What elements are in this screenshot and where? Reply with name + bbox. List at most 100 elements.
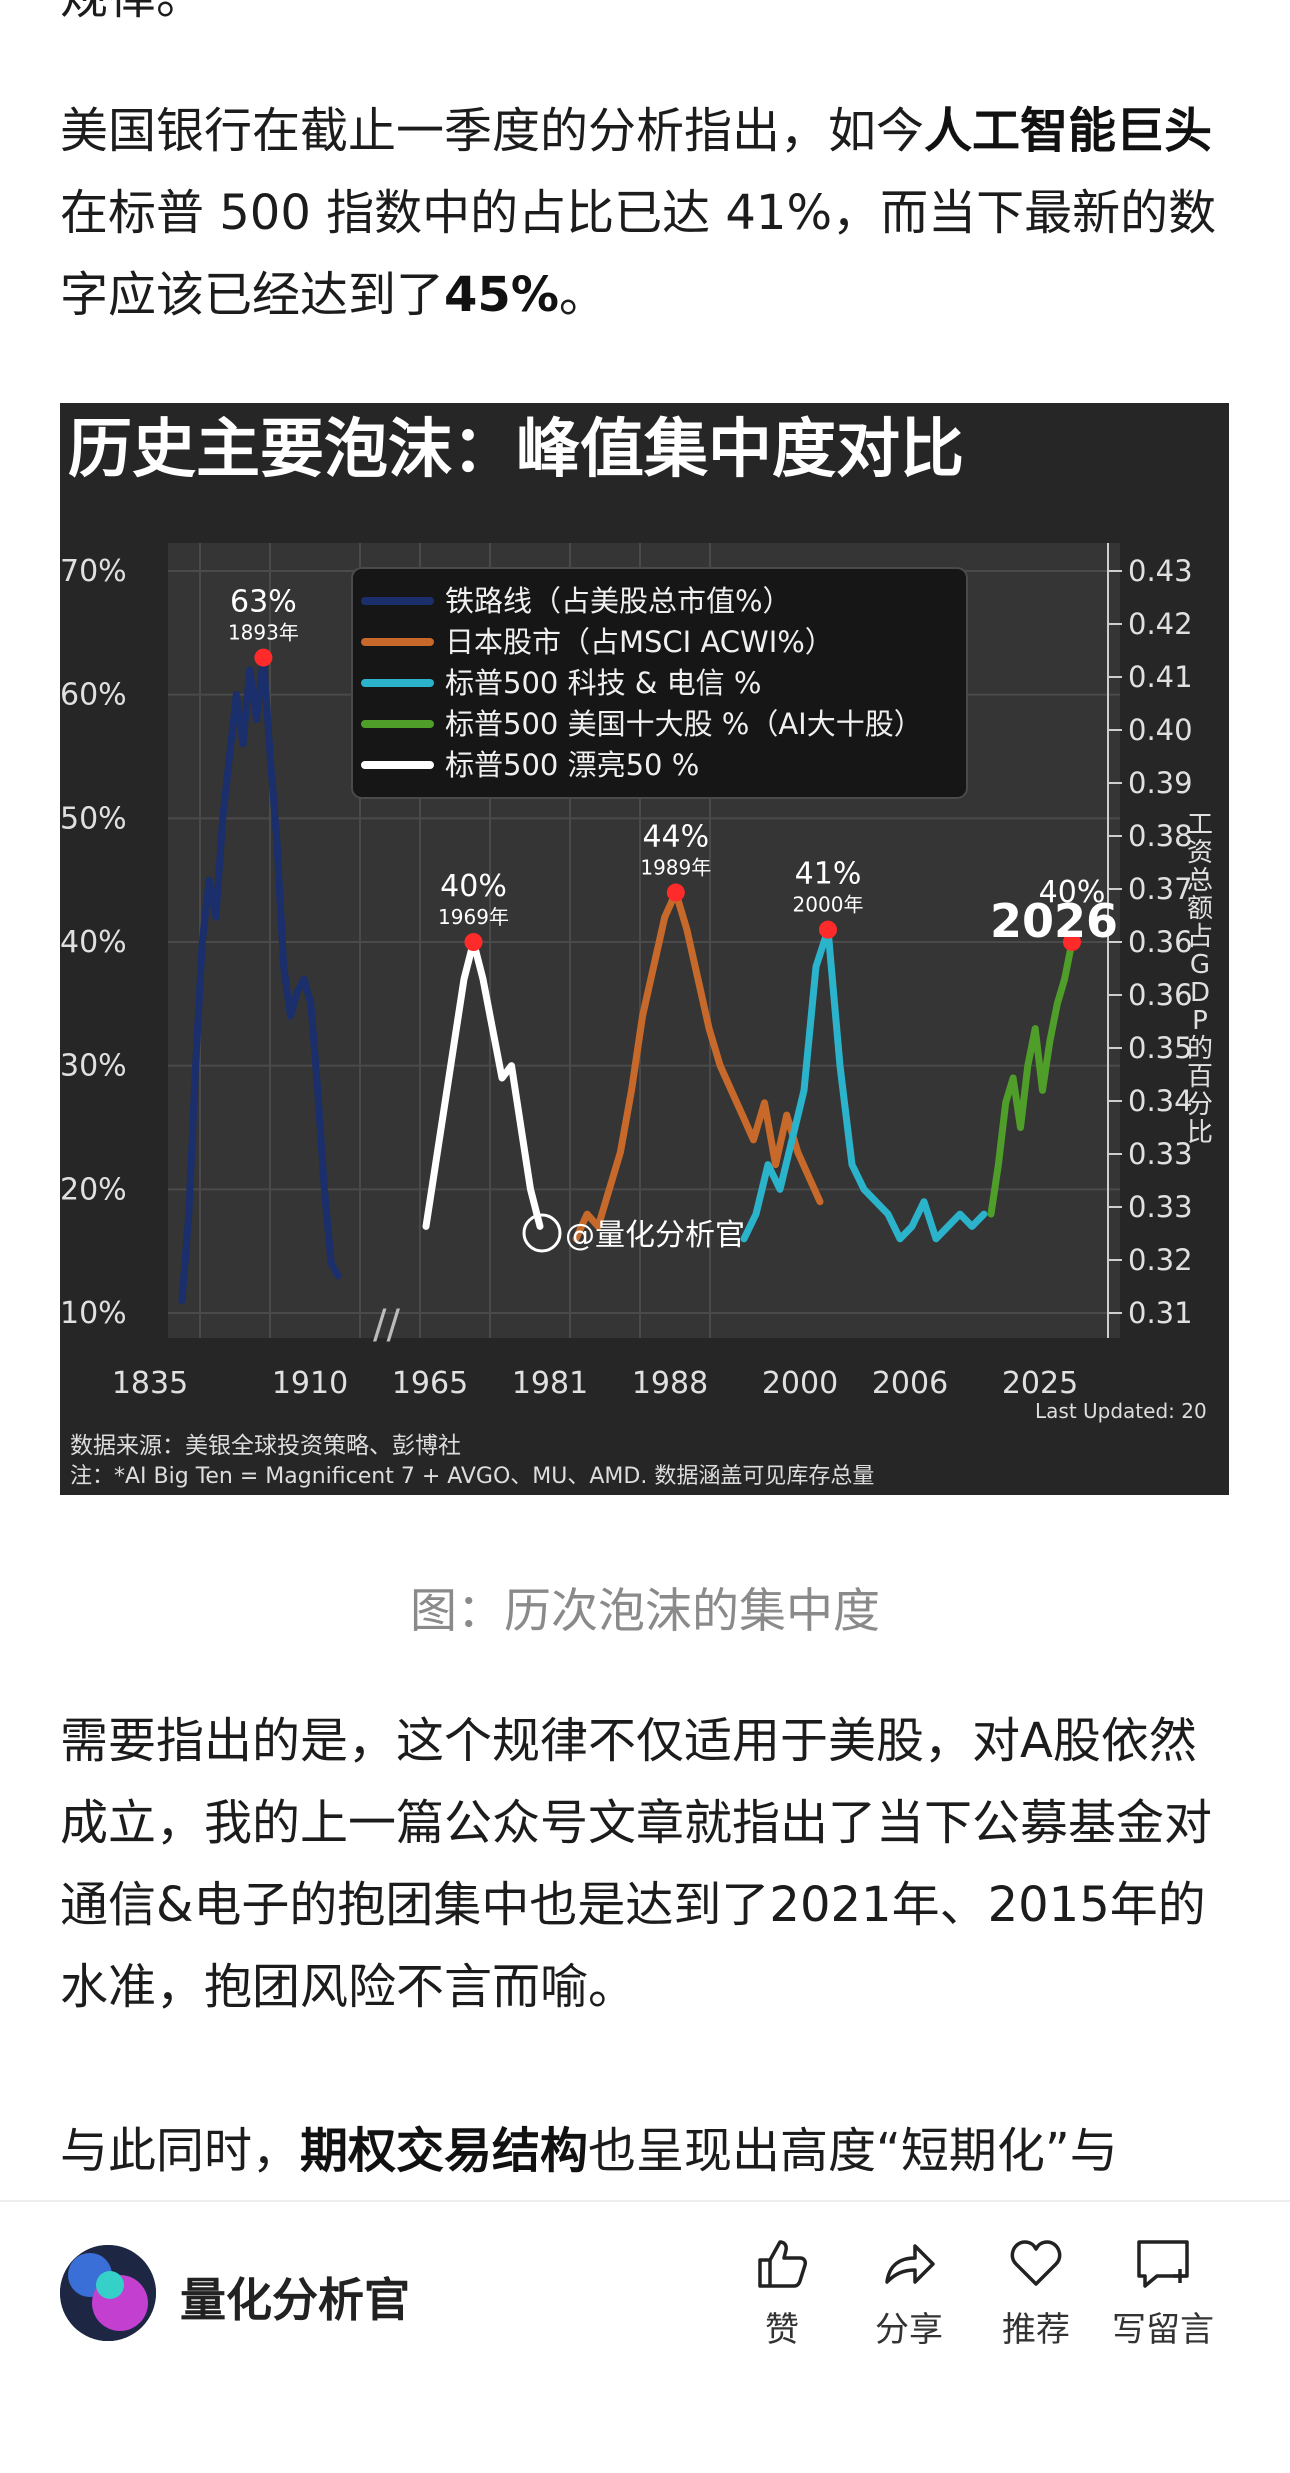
recommend-button[interactable]: 推荐 bbox=[976, 2234, 1096, 2351]
x-tick-label: 1910 bbox=[272, 1366, 348, 1401]
y-tick-left-label: 10% bbox=[60, 1296, 127, 1331]
y-axis-right-label-char: 资 bbox=[1187, 838, 1213, 868]
y-axis-right-label-char: 工 bbox=[1187, 810, 1213, 840]
author-name[interactable]: 量化分析官 bbox=[180, 2273, 410, 2327]
legend-label: 铁路线（占美股总市值%） bbox=[445, 584, 792, 618]
legend-label: 日本股市（占MSCI ACWI%） bbox=[445, 625, 834, 659]
y-tick-left-label: 20% bbox=[60, 1172, 127, 1207]
bold-45-percent: 45% bbox=[444, 267, 559, 323]
y-tick-left-label: 50% bbox=[60, 801, 127, 836]
x-tick-label: 2006 bbox=[872, 1366, 948, 1401]
y-axis-right-label-char: 总 bbox=[1187, 866, 1213, 896]
last-updated: Last Updated: 20 bbox=[1035, 1399, 1207, 1423]
x-tick-label: 2000 bbox=[762, 1366, 838, 1401]
peak-year-label: 1893年 bbox=[228, 621, 299, 645]
y-axis-right-ticks: 0.43 0.42 0.41 0.40 0.39 0.38 0.37 0.36 0.36 0.35… bbox=[1107, 543, 1193, 1338]
share-button[interactable]: 分享 bbox=[849, 2234, 969, 2351]
y-tick-left-label: 70% bbox=[60, 554, 127, 589]
peak-marker bbox=[464, 933, 483, 951]
figure-caption: 图：历次泡沫的集中度 bbox=[410, 1584, 880, 1639]
y-tick-right-label: 0.40 bbox=[1128, 713, 1193, 747]
y-tick-right-label: 0.34 bbox=[1128, 1084, 1193, 1118]
y-tick-right-label: 0.33 bbox=[1128, 1190, 1193, 1224]
share-arrow-icon bbox=[885, 2244, 935, 2284]
y-tick-right-label: 0.43 bbox=[1128, 554, 1193, 588]
bottom-action-bar: 量化分析官 赞 分享 推荐 写留言 bbox=[0, 2200, 1290, 2473]
y-tick-right-label: 0.35 bbox=[1128, 1031, 1193, 1065]
watermark: @量化分析官 bbox=[522, 1213, 745, 1253]
watermark-text: @量化分析官 bbox=[565, 1218, 745, 1253]
x-tick-label: 1835 bbox=[112, 1366, 188, 1401]
paragraph-options: 与此同时，期权交易结构也呈现出高度“短期化”与 bbox=[60, 2123, 1118, 2179]
y-axis-right-label-char: 额 bbox=[1187, 894, 1213, 924]
like-label: 赞 bbox=[765, 2310, 799, 2350]
legend-box bbox=[351, 567, 968, 799]
series-line bbox=[740, 926, 988, 1243]
y-axis-right-label-char: 百 bbox=[1187, 1062, 1213, 1092]
y-axis-right-label-char: 的 bbox=[1187, 1034, 1213, 1064]
peak-year-label: 2026 bbox=[990, 894, 1118, 948]
y-tick-right-label: 0.42 bbox=[1128, 607, 1193, 641]
source-note: 数据来源：美银全球投资策略、彭博社 bbox=[70, 1433, 461, 1459]
bubble-concentration-chart: 历史主要泡沫：峰值集中度对比 10% 20% 30% 40% 50% 60% 70% 0.4… bbox=[60, 403, 1229, 1495]
peak-year-label: 1969年 bbox=[438, 905, 509, 929]
previous-paragraph-tail: 规律。 bbox=[60, 0, 1230, 38]
series-line bbox=[572, 889, 824, 1243]
peak-value-label: 41% bbox=[795, 857, 862, 892]
weibo-icon bbox=[522, 1213, 562, 1253]
y-axis-right-label-char: G bbox=[1190, 950, 1210, 980]
peak-value-label: 63% bbox=[230, 585, 297, 620]
footnote: 注：*AI Big Ten = Magnificent 7 + AVGO、MU、… bbox=[70, 1464, 874, 1489]
bold-ai-giants: 人工智能巨头 bbox=[924, 103, 1213, 159]
y-tick-left-label: 30% bbox=[60, 1049, 127, 1084]
y-axis-right-label-char: 分 bbox=[1187, 1090, 1213, 1120]
y-axis-right-label-char: P bbox=[1192, 1006, 1208, 1036]
avatar-image bbox=[60, 2245, 156, 2341]
bold-options-structure: 期权交易结构 bbox=[300, 2123, 589, 2179]
y-tick-right-label: 0.33 bbox=[1128, 1137, 1193, 1171]
y-tick-right-label: 0.39 bbox=[1128, 766, 1193, 800]
legend-label: 标普500 漂亮50 % bbox=[445, 748, 699, 782]
y-tick-right-label: 0.37 bbox=[1128, 872, 1193, 906]
y-tick-right-label: 0.41 bbox=[1128, 660, 1193, 694]
y-axis-left-ticks: 10% 20% 30% 40% 50% 60% 70% bbox=[60, 554, 127, 1331]
x-tick-label: 2025 bbox=[1002, 1366, 1078, 1401]
author-avatar[interactable] bbox=[60, 2245, 156, 2341]
y-axis-right-label-char: 比 bbox=[1187, 1118, 1213, 1148]
series-line bbox=[987, 938, 1076, 1218]
comment-button[interactable]: 写留言 bbox=[1103, 2234, 1223, 2351]
y-axis-right-label-char: D bbox=[1190, 978, 1210, 1008]
series-line bbox=[178, 654, 342, 1305]
axis-break-mark: // bbox=[373, 1302, 400, 1348]
series-lines bbox=[178, 654, 1076, 1305]
peak-value-label: 44% bbox=[642, 820, 709, 855]
x-tick-label: 1965 bbox=[392, 1366, 468, 1401]
y-tick-right-label: 0.31 bbox=[1128, 1296, 1193, 1330]
y-tick-right-label: 0.32 bbox=[1128, 1243, 1193, 1277]
paragraph-ai-giants: 美国银行在截止一季度的分析指出，如今人工智能巨头在标普 500 指数中的占比已达… bbox=[60, 103, 1217, 323]
x-axis-ticks: 1835 1910 1965 1981 1988 2000 2006 2025 bbox=[112, 1366, 1078, 1401]
peak-value-label: 40% bbox=[1039, 875, 1106, 910]
y-tick-right-label: 0.36 bbox=[1128, 925, 1193, 959]
y-tick-right-label: 0.38 bbox=[1128, 819, 1193, 853]
heart-icon bbox=[1010, 2240, 1062, 2286]
peak-marker bbox=[819, 920, 837, 939]
chart-title: 历史主要泡沫：峰值集中度对比 bbox=[68, 413, 964, 487]
peak-marker bbox=[1063, 933, 1081, 951]
x-tick-label: 1981 bbox=[512, 1366, 588, 1401]
y-tick-left-label: 60% bbox=[60, 678, 127, 713]
peak-marker bbox=[666, 883, 685, 902]
peak-marker bbox=[254, 648, 273, 667]
legend-label: 标普500 美国十大股 %（AI大十股） bbox=[445, 707, 923, 741]
chart-svg: 历史主要泡沫：峰值集中度对比 10% 20% 30% 40% 50% 60% 70% 0.4… bbox=[60, 413, 1213, 1489]
legend: 铁路线（占美股总市值%） 日本股市（占MSCI ACWI%） 标普500 科技 & … bbox=[351, 567, 968, 799]
y-axis-right-label-char: 占 bbox=[1187, 922, 1213, 952]
paragraph-a-shares: 需要指出的是，这个规律不仅适用于美股，对A股依然成立，我的上一篇公众号文章就指出… bbox=[60, 1713, 1213, 2015]
like-button[interactable]: 赞 bbox=[722, 2234, 842, 2351]
legend-label: 标普500 科技 & 电信 % bbox=[445, 666, 761, 700]
peak-year-label: 1989年 bbox=[640, 856, 711, 880]
share-label: 分享 bbox=[875, 2310, 943, 2350]
comment-label: 写留言 bbox=[1112, 2310, 1214, 2350]
